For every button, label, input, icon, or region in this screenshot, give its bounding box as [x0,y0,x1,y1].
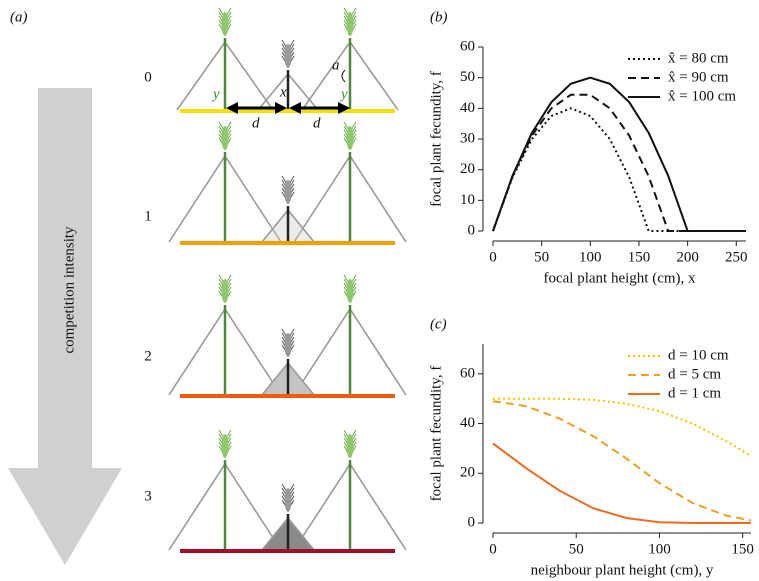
x-axis-label: neighbour plant height (cm), y [531,562,714,578]
x-tick-label: 0 [489,249,497,265]
x-tick-label: 0 [489,541,497,557]
x-tick-label: 50 [534,249,549,265]
series-line [492,93,746,232]
series-line [492,400,752,522]
legend-label: d = 1 cm [668,385,721,401]
spike [284,333,292,357]
panel-label: (b) [430,9,448,25]
symbol-y: y [339,86,348,102]
x-tick-label: 150 [628,249,651,265]
y-tick-label: 40 [460,100,475,116]
wheat-head [343,429,357,458]
y-tick-label: 40 [460,415,475,431]
wheat-head [281,328,295,357]
x-tick-label: 100 [648,541,671,557]
y-tick-label: 50 [460,69,475,85]
legend-label: d = 10 cm [668,347,729,363]
wheat-head [218,7,232,36]
x-tick-label: 50 [569,541,584,557]
y-tick-label: 60 [460,365,475,381]
symbol-y: y [211,86,220,102]
diagram [168,7,407,553]
x-tick-label: 150 [731,541,754,557]
intensity-arrow [8,88,122,565]
spike [284,44,292,68]
angle-arc [341,69,346,83]
wheat-head [218,429,232,458]
spike [221,279,229,303]
wheat-head [281,483,295,512]
wheat-head [281,175,295,204]
y-tick-label: 0 [468,514,476,530]
wheat-head [281,39,295,68]
series-line [492,107,746,232]
legend-label: d = 5 cm [668,366,721,382]
spike [346,279,354,303]
spike [284,180,292,204]
row-number: 0 [144,69,152,85]
legend-label: x̂ = 90 cm [668,69,729,85]
wheat-head [343,274,357,303]
arrowhead [275,102,287,114]
spike [221,434,229,458]
legend-label: x̂ = 80 cm [668,50,729,66]
y-axis-label: focal plant fecundity, f [428,71,444,207]
y-tick-label: 60 [460,38,475,54]
wheat-head [343,7,357,36]
panel-label: (c) [430,316,447,332]
x-tick-label: 100 [579,249,602,265]
y-tick-label: 10 [460,192,475,208]
x-tick-label: 200 [676,249,699,265]
wheat-head [343,121,357,150]
symbol-d: d [313,115,321,131]
x-tick-label: 250 [725,249,748,265]
x-axis-label: focal plant height (cm), x [543,270,696,286]
arrowhead [338,102,350,114]
spike [346,434,354,458]
spike [221,126,229,150]
symbol-x: x [279,84,287,100]
wheat-head [218,274,232,303]
series-line [492,76,746,232]
arrow-label: competition intensity [61,226,77,354]
symbol-a: a [332,57,340,73]
y-tick-label: 20 [460,161,475,177]
row-number: 3 [144,488,152,504]
arrowhead [289,102,301,114]
row0-annotations: y x a d d y [211,57,350,131]
legend-label: x̂ = 100 cm [668,88,736,104]
row-number: 2 [144,348,152,364]
spike [284,488,292,512]
symbol-d: d [252,115,260,131]
spike [346,126,354,150]
spike [346,12,354,36]
arrowhead [226,102,238,114]
spike [221,12,229,36]
panel-label: (a) [10,9,28,25]
y-tick-label: 20 [460,465,475,481]
y-tick-label: 30 [460,130,475,146]
wheat-head [218,121,232,150]
series-line [492,442,751,524]
row-number: 1 [144,208,152,224]
y-axis-label: focal plant fecundity, f [428,366,444,502]
y-tick-label: 0 [468,222,476,238]
